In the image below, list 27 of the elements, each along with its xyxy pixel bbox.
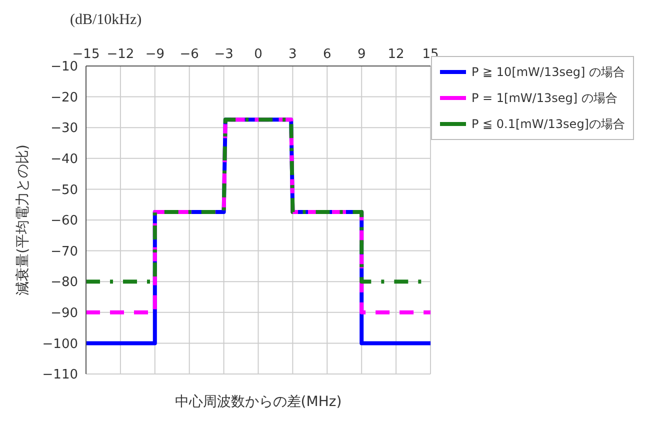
y-tick-label: −70: [50, 244, 78, 260]
x-tick-label: −9: [145, 47, 164, 62]
y-tick-label: −110: [42, 368, 78, 383]
legend-label: P ≦ 0.1[mW/13seg]の場合: [472, 116, 625, 133]
x-tick-label: −3: [214, 47, 234, 62]
x-tick-label: −6: [180, 47, 199, 62]
x-tick-label: 12: [388, 47, 404, 62]
x-tick-label: −15: [72, 47, 100, 62]
x-tick-label: 0: [254, 47, 262, 62]
y-tick-label: −50: [50, 182, 78, 198]
x-tick-label: 9: [357, 47, 366, 62]
legend-label: P ≧ 10[mW/13seg] の場合: [472, 64, 625, 81]
y-tick-label: −30: [50, 121, 78, 136]
y-tick-label: −40: [50, 152, 78, 168]
y-tick-label: −20: [50, 90, 78, 106]
y-tick-label: −10: [50, 60, 78, 75]
x-tick-label: 6: [323, 47, 332, 62]
y-tick-label: −90: [50, 306, 78, 322]
y-tick-label: −60: [50, 214, 78, 229]
legend-label: P = 1[mW/13seg] の場合: [472, 90, 618, 107]
text: (dB/10kHz): [70, 12, 142, 29]
y-tick-label: −80: [50, 275, 78, 290]
x-tick-label: 3: [288, 47, 297, 62]
x-tick-label: −12: [106, 47, 134, 62]
x-axis-title: 中心周波数からの差(MHz): [174, 394, 342, 410]
y-axis-title: 減衰量(平均電力との比): [14, 144, 31, 296]
y-tick-label: −100: [42, 336, 78, 352]
